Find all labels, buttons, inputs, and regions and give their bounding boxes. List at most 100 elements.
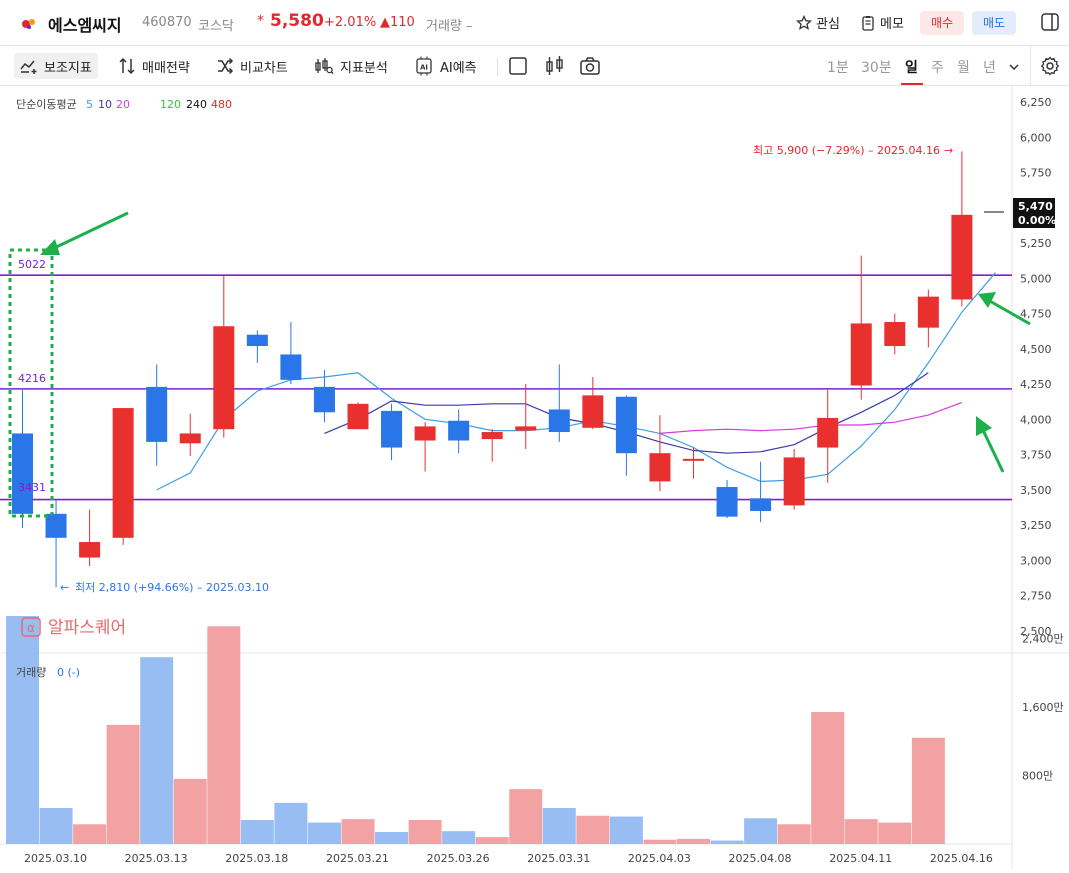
x-axis-date-label: 2025.03.21 (326, 852, 389, 865)
candle-body (750, 498, 772, 512)
candle-body (179, 433, 201, 444)
y-axis-tick: 5,750 (1020, 167, 1052, 180)
y-axis-tick: 6,000 (1020, 131, 1052, 144)
stock-name[interactable]: 에스엠씨지 (48, 16, 122, 35)
memo-button[interactable]: 메모 (860, 13, 904, 32)
analysis-button[interactable]: 지표분석 (314, 56, 388, 76)
volume-summary: 거래량 – (426, 19, 473, 34)
analysis-label: 지표분석 (340, 60, 388, 76)
candle-type-icon[interactable] (545, 55, 565, 77)
strategy-label: 매매전략 (142, 60, 190, 76)
period-1min[interactable]: 1분 (827, 60, 849, 76)
y-axis-tick: 5,250 (1020, 237, 1052, 250)
buy-sell-arrows-icon (119, 57, 135, 75)
volume-bar (375, 832, 409, 844)
candle-body (313, 386, 335, 413)
volume-bar (408, 820, 442, 844)
draw-rectangle-icon[interactable] (508, 56, 528, 76)
chart-area[interactable]: 6,2506,0005,7505,5005,2505,0004,7504,500… (0, 86, 1069, 869)
period-30min[interactable]: 30분 (861, 60, 892, 76)
volume-bar (509, 789, 543, 844)
volume-bar (911, 737, 945, 844)
y-axis-tick: 2,750 (1020, 590, 1052, 603)
candle-body (381, 410, 403, 448)
y-axis-tick: 4,000 (1020, 413, 1052, 426)
candle-body (12, 433, 33, 514)
moving-average-line-20 (659, 401, 963, 434)
candle-body (683, 458, 704, 461)
candle-body (548, 409, 570, 433)
current-price: 5,580 (270, 11, 324, 31)
candle-body (515, 426, 537, 431)
candle-body (884, 322, 906, 346)
volume-bar (442, 831, 476, 844)
candle-body (582, 395, 604, 428)
watch-button[interactable]: 관심 (796, 13, 840, 32)
company-logo-icon (22, 19, 35, 29)
indicators-button[interactable]: 보조지표 (14, 53, 98, 79)
volume-bar (542, 808, 576, 844)
indicators-label: 보조지표 (44, 60, 92, 76)
chart-toolbar: 보조지표 매매전략 비교차트 지표분석 (0, 46, 1069, 86)
sell-button[interactable]: 매도 (972, 11, 1016, 35)
compare-button[interactable]: 비교차트 (216, 56, 288, 76)
market-label: 코스닥 (198, 19, 234, 34)
change-absolute: ▲110 (380, 15, 415, 30)
memo-label: 메모 (880, 17, 904, 32)
change-percent: +2.01% (324, 15, 377, 30)
period-year[interactable]: 년 (983, 60, 996, 76)
y-axis-tick: 4,250 (1020, 378, 1052, 391)
candle-body (45, 513, 67, 538)
toolbar-divider (1030, 46, 1031, 86)
y-axis-tick: 5,000 (1020, 272, 1052, 285)
price-chart[interactable]: 6,2506,0005,7505,5005,2505,0004,7504,500… (0, 86, 1069, 869)
alphasquare-logo: α 알파스퀘어 (21, 617, 126, 638)
chevron-down-icon[interactable] (1008, 61, 1020, 73)
volume-bar (677, 838, 710, 844)
candle-body (146, 386, 168, 442)
min-arrow-icon: ← (60, 581, 69, 594)
volume-bar (744, 818, 778, 844)
candle-body (246, 334, 268, 346)
ma-legend-240: 240 (186, 98, 207, 111)
y-axis-tick: 6,250 (1020, 96, 1052, 109)
ai-forecast-button[interactable]: AI AI예측 (414, 56, 477, 76)
volume-bar (341, 819, 375, 844)
candle-body (783, 457, 805, 506)
buy-button[interactable]: 매수 (920, 11, 964, 35)
ma-legend-120: 120 (160, 98, 181, 111)
ma-legend-5: 5 (86, 98, 93, 111)
volume-bar (710, 840, 744, 844)
x-axis-date-label: 2025.03.31 (527, 852, 590, 865)
x-axis-date-label: 2025.04.11 (829, 852, 892, 865)
ai-forecast-label: AI예측 (440, 60, 477, 76)
candle-body (448, 420, 470, 441)
side-panel-toggle-icon[interactable] (1040, 12, 1060, 32)
shuffle-icon (218, 57, 234, 75)
candle-body (112, 408, 134, 538)
volume-bar (844, 819, 878, 844)
volume-bar (140, 657, 174, 844)
camera-icon[interactable] (579, 56, 601, 76)
volume-bar (207, 626, 241, 844)
watermark-text: 알파스퀘어 (48, 618, 126, 638)
period-day[interactable]: 일 (905, 60, 918, 76)
candle-analysis-icon (315, 58, 334, 74)
level-label-4216: 4216 (18, 372, 46, 385)
annotation-arrow-right-upper (978, 292, 1031, 326)
volume-bar (576, 815, 610, 844)
period-week[interactable]: 주 (931, 60, 944, 76)
current-price-tag-value: 5,470 (1018, 200, 1053, 213)
strategy-button[interactable]: 매매전략 (118, 56, 190, 76)
candle-body (280, 354, 302, 380)
price-star-mark: * (257, 13, 264, 29)
volume-bar (475, 837, 509, 844)
y-axis-tick: 3,750 (1020, 449, 1052, 462)
volume-axis-tick: 2,400만 (1022, 632, 1064, 645)
indicator-icon (20, 60, 37, 74)
candle-body (716, 487, 738, 517)
settings-gear-icon[interactable] (1040, 56, 1060, 76)
x-axis-date-label: 2025.04.08 (729, 852, 792, 865)
period-month[interactable]: 월 (957, 60, 970, 76)
compare-label: 비교차트 (240, 60, 288, 76)
